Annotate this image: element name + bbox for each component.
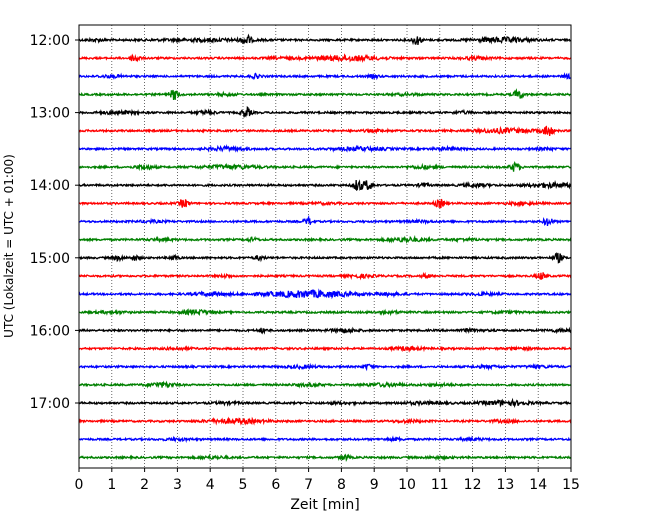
trace-1245 xyxy=(78,88,572,101)
trace-1630 xyxy=(78,362,572,372)
y-tick-label: 15:00 xyxy=(30,251,70,267)
y-axis-ticks: 12:00 13:00 14:00 15:00 16:00 17:00 xyxy=(30,33,79,412)
y-tick-label: 16:00 xyxy=(30,323,70,339)
trace-1645 xyxy=(78,380,572,389)
plot-frame xyxy=(78,24,572,469)
trace-1200 xyxy=(78,33,572,46)
x-tick-label: 15 xyxy=(562,477,580,493)
y-tick-label: 17:00 xyxy=(30,396,70,412)
trace-1715 xyxy=(78,416,572,426)
trace-1330 xyxy=(78,144,572,153)
x-tick-label: 5 xyxy=(239,477,248,493)
x-tick-label: 11 xyxy=(431,477,449,493)
x-tick-label: 3 xyxy=(173,477,182,493)
y-axis-label: UTC (Lokalzeit = UTC + 01:00) xyxy=(2,154,16,338)
trace-1615 xyxy=(78,344,572,353)
x-tick-label: 7 xyxy=(304,477,313,493)
trace-1315 xyxy=(78,125,572,136)
trace-1430 xyxy=(78,214,572,226)
x-tick-label: 2 xyxy=(140,477,149,493)
x-tick-label: 13 xyxy=(496,477,514,493)
x-tick-label: 10 xyxy=(398,477,416,493)
x-tick-label: 6 xyxy=(271,477,280,493)
plot-area xyxy=(79,25,571,468)
y-tick-label: 13:00 xyxy=(30,106,70,122)
x-tick-label: 4 xyxy=(206,477,215,493)
trace-1230 xyxy=(78,72,572,81)
grid-lines xyxy=(111,25,539,468)
trace-1600 xyxy=(78,326,572,335)
trace-1730 xyxy=(78,435,572,444)
x-tick-label: 14 xyxy=(529,477,547,493)
x-tick-label: 1 xyxy=(107,477,116,493)
trace-1745 xyxy=(78,453,572,462)
x-axis-ticks: 0 1 2 3 4 5 6 7 8 9 10 11 12 13 14 15 xyxy=(75,468,580,493)
trace-1545 xyxy=(78,308,572,317)
trace-1345 xyxy=(78,161,572,172)
trace-1400 xyxy=(78,179,572,192)
x-tick-label: 9 xyxy=(370,477,379,493)
trace-1215 xyxy=(78,53,572,64)
x-tick-label: 0 xyxy=(75,477,84,493)
trace-1445 xyxy=(78,234,572,245)
trace-1700 xyxy=(78,397,572,409)
trace-1500 xyxy=(78,252,572,264)
trace-1515 xyxy=(78,271,572,281)
traces xyxy=(78,33,572,462)
y-tick-label: 14:00 xyxy=(30,178,70,194)
x-axis-label: Zeit [min] xyxy=(290,497,359,513)
trace-1415 xyxy=(78,198,572,209)
y-tick-label: 12:00 xyxy=(30,33,70,49)
trace-1300 xyxy=(78,105,572,118)
x-tick-label: 12 xyxy=(464,477,482,493)
x-tick-label: 8 xyxy=(337,477,346,493)
trace-1530 xyxy=(78,288,572,300)
